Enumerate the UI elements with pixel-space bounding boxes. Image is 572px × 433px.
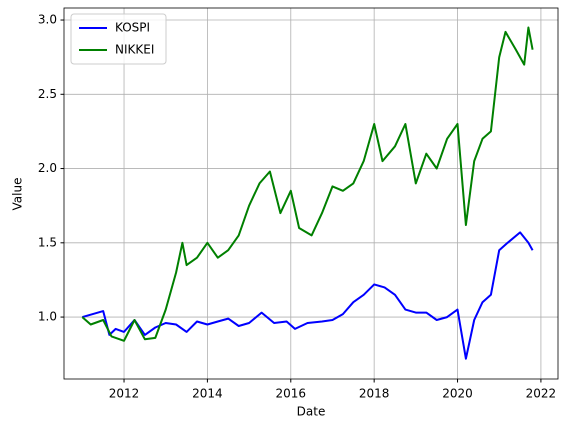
x-tick-label: 2014 [192, 387, 223, 401]
x-tick-label: 2020 [442, 387, 473, 401]
legend-label: NIKKEI [115, 43, 154, 57]
x-tick-label: 2018 [359, 387, 390, 401]
y-tick-label: 3.0 [38, 13, 57, 27]
x-tick-label: 2022 [526, 387, 557, 401]
x-tick-label: 2012 [109, 387, 140, 401]
line-series [81, 26, 534, 342]
y-axis-label: Value [11, 178, 25, 211]
x-axis-label: Date [297, 405, 326, 419]
y-tick-label: 2.0 [38, 161, 57, 175]
y-tick-label: 1.5 [38, 235, 57, 249]
plot-frame [63, 7, 559, 380]
legend-label: KOSPI [115, 21, 150, 35]
line-series [82, 231, 534, 360]
y-tick-label: 1.0 [38, 310, 57, 324]
y-tick-label: 2.5 [38, 87, 57, 101]
legend: KOSPI NIKKEI [70, 13, 167, 65]
x-tick-label: 2016 [276, 387, 307, 401]
legend-box [70, 13, 167, 65]
